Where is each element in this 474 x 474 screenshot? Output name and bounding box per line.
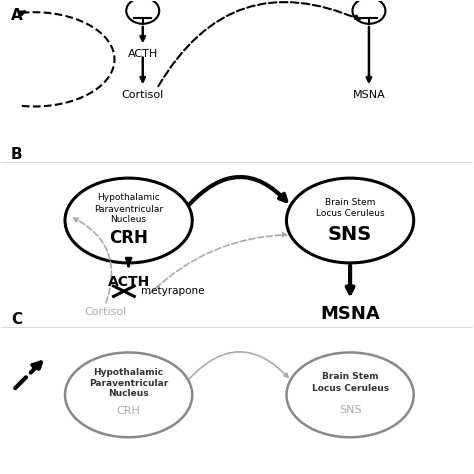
Text: C: C	[11, 311, 22, 327]
Text: CRH: CRH	[109, 229, 148, 247]
Text: metyrapone: metyrapone	[141, 286, 205, 296]
Ellipse shape	[286, 353, 414, 438]
Text: A: A	[11, 9, 23, 23]
Text: Locus Ceruleus: Locus Ceruleus	[311, 384, 389, 393]
Text: SNS: SNS	[339, 405, 361, 415]
Text: Paraventricular: Paraventricular	[94, 205, 163, 214]
Ellipse shape	[65, 178, 192, 263]
Text: MSNA: MSNA	[353, 90, 385, 100]
Text: ACTH: ACTH	[128, 48, 158, 58]
Text: Brain Stem: Brain Stem	[322, 373, 378, 382]
Text: Nucleus: Nucleus	[110, 215, 146, 224]
Text: Hypothalamic: Hypothalamic	[93, 368, 164, 377]
Ellipse shape	[126, 0, 159, 24]
Text: Nucleus: Nucleus	[108, 390, 149, 399]
Text: CRH: CRH	[117, 406, 141, 416]
Text: Paraventricular: Paraventricular	[89, 379, 168, 388]
Text: Brain Stem: Brain Stem	[325, 198, 375, 207]
Text: MSNA: MSNA	[320, 305, 380, 323]
Text: Cortisol: Cortisol	[122, 90, 164, 100]
Text: B: B	[11, 146, 22, 162]
Ellipse shape	[286, 178, 414, 263]
Ellipse shape	[353, 0, 385, 24]
Text: ACTH: ACTH	[108, 275, 150, 289]
Text: Locus Ceruleus: Locus Ceruleus	[316, 210, 384, 219]
Text: SNS: SNS	[328, 225, 372, 244]
Ellipse shape	[65, 353, 192, 438]
Text: Cortisol: Cortisol	[84, 308, 126, 318]
Text: Hypothalamic: Hypothalamic	[97, 193, 160, 202]
